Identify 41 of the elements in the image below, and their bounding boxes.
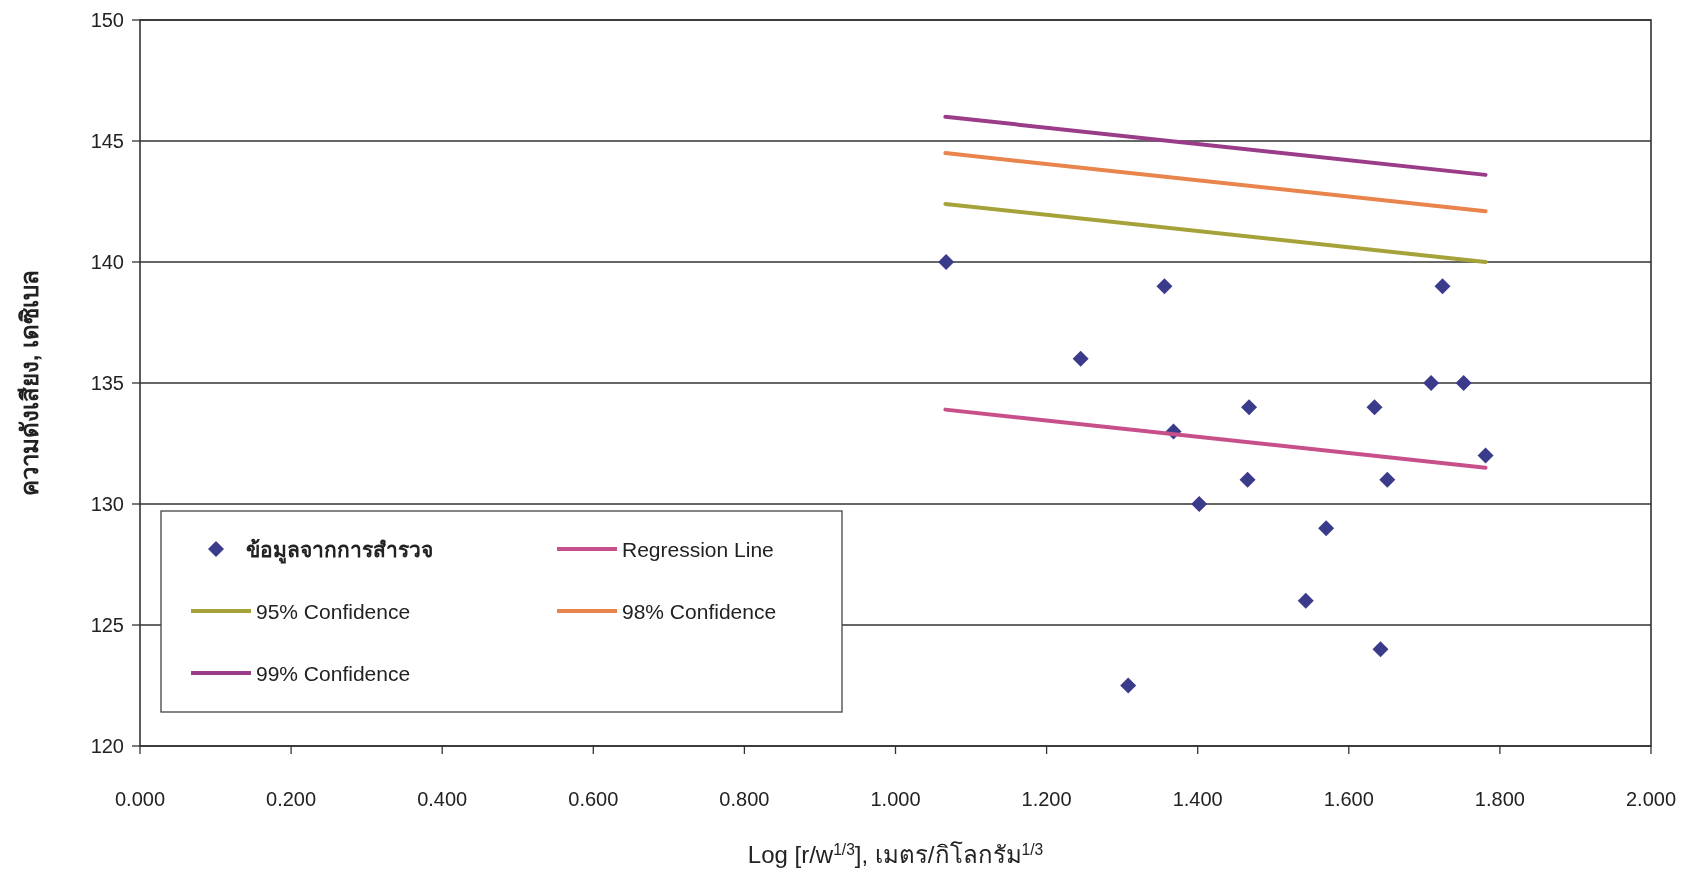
y-tick-label: 120 [90,735,124,757]
x-tick-label: 0.800 [719,788,770,810]
y-tick-label: 125 [90,614,124,636]
x-tick-label: 1.400 [1172,788,1223,810]
x-axis-title: Log [r/w$^{1/3}$], เมตร/กิโลกรัม$^{1/3}$ [747,840,1044,868]
legend-label: 99% Confidence [256,662,411,685]
point [1120,677,1137,694]
legend-label: ข้อมูลจากการสำรวจ [246,538,433,564]
y-tick-label: 145 [90,130,124,152]
x-tick-label: 1.000 [870,788,921,810]
x-tick-label: 1.800 [1474,788,1525,810]
point [1241,399,1258,416]
legend-label: 95% Confidence [256,600,411,623]
x-tick-label: 0.400 [417,788,468,810]
y-axis-title: ความดังเสียง, เดซิเบล [16,269,43,497]
point [1455,375,1472,391]
x-tick-label: 1.200 [1021,788,1072,810]
point [1156,278,1173,295]
point [938,254,955,270]
point [1366,399,1383,416]
point [1372,641,1389,658]
point [1434,278,1451,295]
point [1318,520,1335,537]
point [1239,471,1256,488]
point [1191,496,1208,512]
legend-label: Regression Line [622,538,774,561]
x-tick-label: 0.600 [568,788,619,810]
y-tick-label: 150 [90,9,124,31]
legend-label: 98% Confidence [622,600,777,623]
y-tick-label: 135 [90,372,124,394]
x-tick-label: 1.600 [1323,788,1374,810]
y-tick-label: 140 [90,251,124,273]
point [1297,592,1314,609]
point [1477,447,1494,464]
x-tick-label: 0.000 [114,788,166,810]
point [1379,471,1396,488]
x-tick-label: 0.200 [266,788,317,810]
x-tick-label: 2.000 [1625,788,1677,810]
point [1423,375,1440,391]
point [1072,350,1089,367]
y-tick-label: 130 [90,493,124,515]
